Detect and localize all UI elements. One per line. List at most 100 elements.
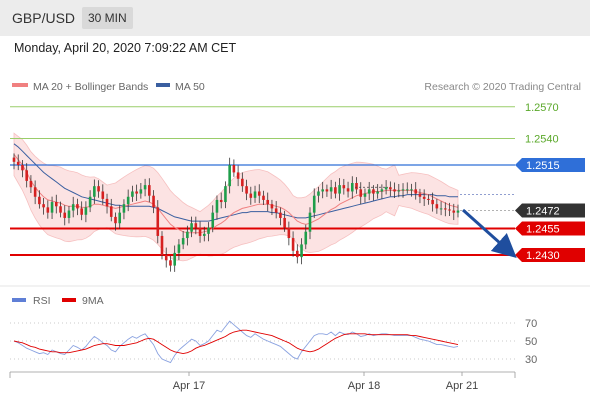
candle-body-93 <box>405 189 409 191</box>
moving-averages <box>13 143 459 234</box>
candle-body-17 <box>84 207 88 215</box>
ma20-legend-label: MA 20 + Bollinger Bands <box>33 81 148 93</box>
candle-body-22 <box>105 198 109 207</box>
level-label-3: 1.2472 <box>526 206 560 218</box>
candle-body-45 <box>202 233 206 236</box>
candle-body-20 <box>97 186 100 192</box>
time-axis-label-1: Apr 18 <box>348 380 380 392</box>
candle-body-36 <box>164 255 168 261</box>
candle-body-19 <box>93 186 96 197</box>
candle-body-59 <box>262 195 265 200</box>
candle-body-69 <box>304 231 308 245</box>
ma9-legend-label: 9MA <box>82 295 104 307</box>
candle-body-23 <box>109 206 113 217</box>
candle-body-104 <box>452 210 456 213</box>
candle-body-73 <box>321 189 324 192</box>
ma20-line <box>13 154 459 234</box>
key-levels <box>10 106 515 256</box>
ma9-legend-swatch <box>62 298 76 302</box>
candle-body-57 <box>253 191 257 198</box>
candle-body-78 <box>342 185 346 189</box>
candle-body-40 <box>181 238 185 245</box>
candles <box>12 153 460 272</box>
candle-body-4 <box>29 180 33 188</box>
candle-body-84 <box>367 189 371 194</box>
ma20-legend-swatch <box>12 83 28 87</box>
rsi-legend-label: RSI <box>33 295 51 307</box>
candle-body-15 <box>76 204 79 209</box>
timeframe-badge[interactable]: 30 MIN <box>82 7 133 29</box>
candle-body-41 <box>186 231 189 239</box>
candle-body-94 <box>410 189 413 191</box>
level-tag-2 <box>515 158 585 172</box>
level-label-2: 1.2515 <box>526 160 560 172</box>
candle-body-85 <box>372 189 375 194</box>
time-axis: Apr 17 Apr 18 Apr 21 <box>9 371 516 392</box>
candle-body-95 <box>414 189 418 194</box>
candle-body-105 <box>456 210 460 213</box>
candle-body-38 <box>173 252 176 266</box>
candle-body-1 <box>16 161 20 165</box>
candle-body-70 <box>308 212 312 232</box>
candle-body-101 <box>439 208 443 210</box>
candle-body-3 <box>25 170 28 181</box>
candle-body-102 <box>444 208 447 210</box>
rsi-ma9-line <box>13 329 459 355</box>
candle-body-89 <box>389 187 392 190</box>
level-label-1: 1.2540 <box>525 134 559 146</box>
candle-body-54 <box>241 178 244 187</box>
candle-body-10 <box>54 202 58 207</box>
candle-body-72 <box>317 191 320 196</box>
level-tag-3 <box>515 203 585 218</box>
candle-body-50 <box>224 186 227 203</box>
level-label-0: 1.2570 <box>525 102 559 114</box>
candle-body-46 <box>207 227 210 234</box>
ma50-legend-label: MA 50 <box>175 81 205 93</box>
candle-body-37 <box>169 260 172 266</box>
candle-body-65 <box>287 227 291 239</box>
candle-body-64 <box>283 217 286 228</box>
candle-body-0 <box>12 157 16 162</box>
candle-body-51 <box>228 165 231 187</box>
candle-body-43 <box>194 223 198 228</box>
candle-body-16 <box>80 208 83 215</box>
candle-body-7 <box>42 204 45 208</box>
copyright-text: Research © 2020 Trading Central <box>424 81 581 93</box>
candle-body-48 <box>215 199 219 213</box>
candle-body-82 <box>359 189 363 197</box>
candle-body-39 <box>177 244 181 253</box>
candle-body-98 <box>427 198 430 200</box>
candle-body-92 <box>401 189 405 191</box>
candle-body-81 <box>355 183 358 190</box>
candle-body-68 <box>300 244 303 258</box>
candle-body-13 <box>67 210 71 218</box>
candle-body-12 <box>63 212 67 218</box>
candle-body-2 <box>21 165 24 171</box>
candle-body-74 <box>325 189 329 192</box>
candle-body-49 <box>219 199 223 203</box>
rsi-legend-swatch <box>12 298 26 302</box>
candle-body-83 <box>363 193 367 197</box>
candle-body-63 <box>279 212 282 218</box>
candle-body-24 <box>114 216 117 224</box>
candle-body-52 <box>232 165 236 173</box>
candle-body-97 <box>422 196 426 199</box>
forecast-arrow <box>462 208 517 258</box>
level-labels: 1.2570 1.2540 1.2515 1.2472 1.2455 1.2430 <box>515 102 585 262</box>
candle-body-35 <box>160 235 164 255</box>
candle-body-91 <box>397 190 401 192</box>
candle-body-76 <box>334 187 337 194</box>
rsi-axis-label-1: 50 <box>525 336 537 348</box>
ma50-legend-swatch <box>156 83 170 87</box>
candle-body-47 <box>211 212 215 228</box>
candle-body-53 <box>236 172 240 179</box>
candle-body-100 <box>435 204 439 209</box>
candle-body-14 <box>71 204 75 211</box>
candle-body-86 <box>376 191 379 194</box>
candle-body-80 <box>350 183 354 192</box>
candle-body-18 <box>88 196 92 208</box>
time-axis-label-0: Apr 17 <box>173 380 205 392</box>
candle-body-29 <box>135 191 138 194</box>
candle-body-99 <box>431 199 434 205</box>
